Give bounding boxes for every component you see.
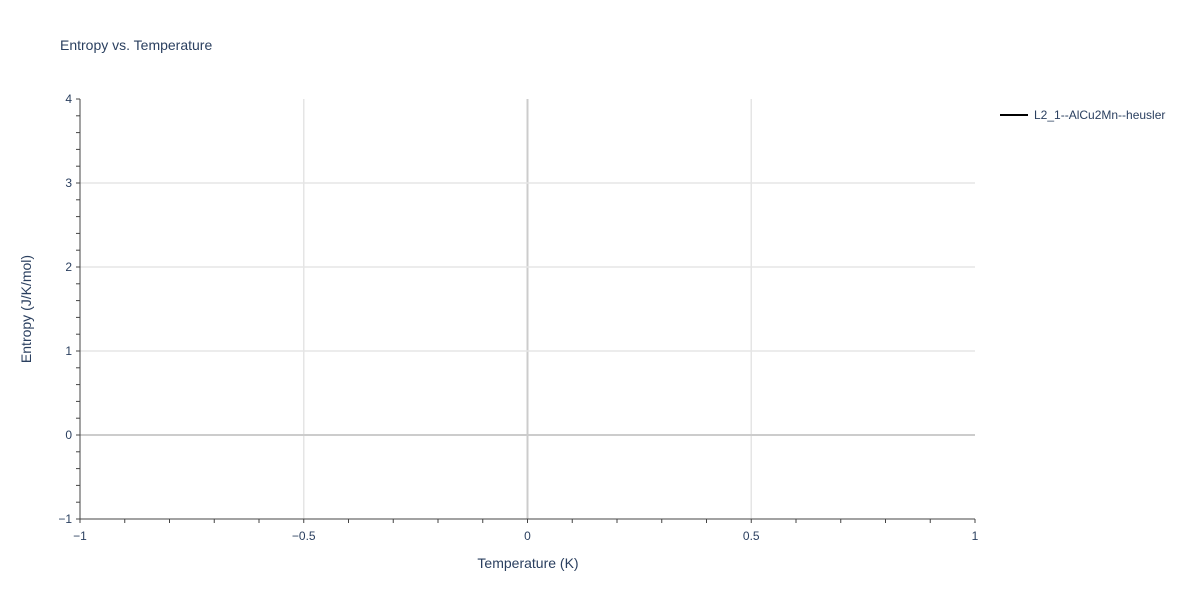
x-tick-label: 0 xyxy=(524,529,531,543)
x-tick-label: −0.5 xyxy=(292,529,316,543)
y-tick-label: 0 xyxy=(65,428,72,442)
legend[interactable]: L2_1--AlCu2Mn--heusler xyxy=(1000,108,1165,122)
y-axis-label: Entropy (J/K/mol) xyxy=(18,255,34,363)
legend-label: L2_1--AlCu2Mn--heusler xyxy=(1034,108,1165,122)
y-tick-label: 3 xyxy=(65,176,72,190)
y-tick-label: 1 xyxy=(65,344,72,358)
grid xyxy=(80,99,975,519)
x-tick-label: 0.5 xyxy=(743,529,760,543)
y-tick-label: 2 xyxy=(65,260,72,274)
y-tick-label: 4 xyxy=(65,92,72,106)
y-tick-label: −1 xyxy=(58,512,72,526)
axes: −1 −0.5 0 0.5 1 −1 0 1 2 3 4 xyxy=(58,92,978,543)
x-axis-label: Temperature (K) xyxy=(477,555,578,571)
x-tick-label: 1 xyxy=(972,529,979,543)
chart-title: Entropy vs. Temperature xyxy=(60,37,212,53)
x-tick-label: −1 xyxy=(73,529,87,543)
